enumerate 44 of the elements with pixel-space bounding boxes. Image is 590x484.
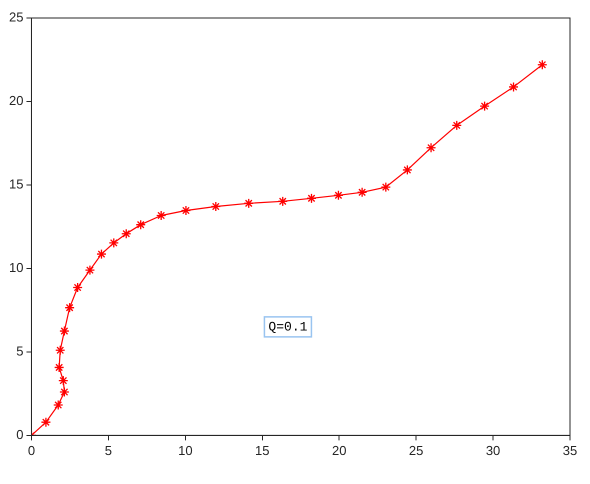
- x-tick-label: 15: [255, 442, 270, 458]
- x-tick-label: 0: [28, 442, 36, 458]
- point: [72, 282, 83, 293]
- x-tick-label: 20: [332, 442, 346, 458]
- y-tick-label: 5: [16, 344, 24, 358]
- point: [278, 196, 288, 206]
- point: [244, 198, 254, 208]
- point: [402, 164, 413, 176]
- y-tick-label: 20: [8, 93, 24, 108]
- x-tick-label: 35: [562, 442, 578, 458]
- point: [210, 201, 221, 212]
- point: [156, 210, 166, 221]
- point: [59, 326, 70, 336]
- point: [356, 187, 368, 198]
- point: [508, 82, 519, 92]
- y-tick-label: 10: [8, 260, 24, 276]
- point: [64, 302, 75, 313]
- point: [452, 120, 462, 131]
- point: [53, 400, 64, 410]
- point: [54, 362, 64, 373]
- point: [426, 142, 436, 153]
- point: [479, 101, 490, 112]
- y-tick-label: 0: [16, 426, 24, 442]
- point: [55, 345, 66, 356]
- point: [59, 386, 70, 398]
- point: [380, 182, 391, 192]
- point: [40, 417, 52, 428]
- point: [96, 248, 107, 260]
- point: [306, 193, 317, 204]
- point: [84, 264, 96, 276]
- x-tick-label: 30: [486, 442, 500, 458]
- point: [537, 60, 548, 70]
- x-tick-label: 10: [178, 442, 193, 458]
- x-tick-label: 5: [104, 442, 112, 458]
- point: [180, 205, 192, 216]
- point: [58, 375, 68, 386]
- point: [108, 238, 119, 248]
- y-tick-label: 15: [8, 176, 24, 192]
- y-tick-label: 25: [8, 10, 24, 25]
- annotation: Q=0.1: [268, 319, 308, 334]
- point: [136, 220, 146, 230]
- point: [121, 228, 132, 239]
- x-tick-label: 25: [408, 442, 424, 458]
- point: [333, 190, 344, 200]
